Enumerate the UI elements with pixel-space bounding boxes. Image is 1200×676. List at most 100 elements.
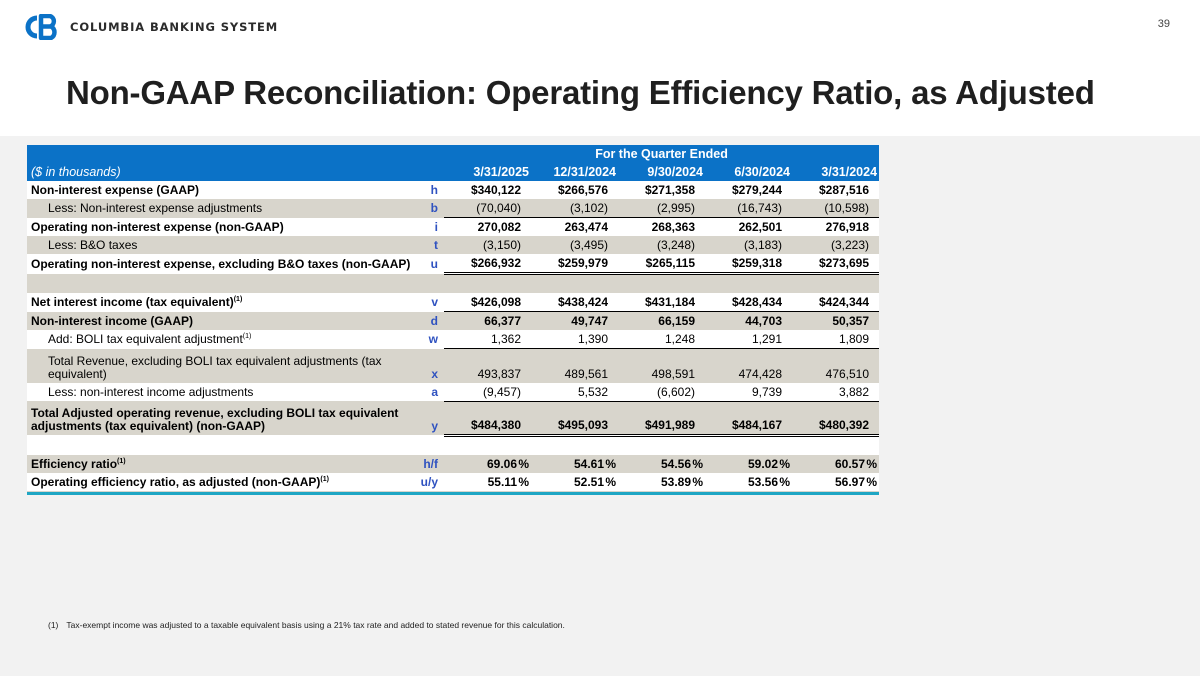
cell-number: $484,167 — [731, 417, 782, 432]
cell-value: (3,495) — [531, 236, 618, 254]
company-logo: COLUMBIA BANKING SYSTEM — [22, 14, 278, 40]
cell-value: $438,424 — [531, 293, 618, 312]
footnote-ref: (1) — [233, 296, 243, 304]
cell-number: $279,244 — [731, 183, 782, 197]
cell-number: 476,510 — [825, 366, 870, 381]
cell-value: $340,122 — [444, 181, 531, 199]
cell-value: $271,358 — [618, 181, 705, 199]
cell-value: (2,995) — [618, 199, 705, 218]
cell-number: $495,093 — [557, 417, 608, 432]
cell-number: 1,362 — [490, 332, 521, 346]
cell-value: 55.11% — [444, 472, 531, 491]
cell-number: 9,739 — [751, 384, 782, 399]
cell-number: 60.57 — [835, 456, 866, 471]
row-key: a — [407, 382, 444, 401]
row-key: t — [407, 236, 444, 254]
percent-sign: % — [779, 456, 790, 471]
cell-number: (2,995) — [656, 201, 695, 215]
cell-value: (6,602) — [618, 382, 705, 402]
row-label-text: Non-interest expense (GAAP) — [31, 183, 200, 197]
cell-value: $266,576 — [531, 181, 618, 199]
cell-value: (3,183) — [705, 236, 792, 254]
footnote-text: Tax-exempt income was adjusted to a taxa… — [66, 620, 565, 630]
cell-value: $426,098 — [444, 293, 531, 312]
row-key: x — [407, 348, 444, 383]
column-header: 12/31/2024 — [531, 163, 618, 181]
cell-number: 5,532 — [577, 384, 608, 399]
row-label: Less: Non-interest expense adjustments — [27, 199, 407, 218]
column-header: 6/30/2024 — [705, 163, 792, 181]
table-row: Non-interest income (GAAP) d 66,377 49,747 6… — [27, 311, 880, 330]
cell-value: $431,184 — [618, 293, 705, 312]
footnote-ref: (1) — [242, 333, 252, 341]
percent-sign: % — [605, 474, 616, 489]
units-label: ($ in thousands) — [27, 163, 407, 181]
row-key: u — [407, 254, 444, 274]
cell-number: $259,318 — [731, 256, 782, 270]
row-label-text: Operating non-interest expense (non-GAAP… — [31, 219, 284, 234]
cell-number: $266,932 — [470, 256, 521, 270]
cell-value: 5,532 — [531, 382, 618, 402]
cell-value: 270,082 — [444, 217, 531, 236]
cell-value: (10,598) — [792, 199, 880, 218]
cell-value: $480,392 — [792, 401, 880, 437]
cell-number: $424,344 — [818, 295, 870, 309]
cell-value: $265,115 — [618, 254, 705, 275]
column-header-row: ($ in thousands) 3/31/2025 12/31/2024 9/… — [27, 163, 880, 181]
row-key: h — [407, 181, 444, 199]
cell-value: $259,979 — [531, 254, 618, 275]
cell-number: 66,377 — [484, 314, 521, 328]
cell-value: $279,244 — [705, 181, 792, 199]
footnote: (1) Tax-exempt income was adjusted to a t… — [48, 620, 565, 630]
cell-number: 1,291 — [751, 332, 782, 346]
cell-value: (70,040) — [444, 199, 531, 218]
cell-number: 270,082 — [477, 220, 521, 234]
cell-number: $265,115 — [645, 256, 695, 270]
row-label-text: Net interest income (tax equivalent) — [31, 295, 234, 310]
cell-value: 476,510 — [792, 348, 880, 383]
row-label: Net interest income (tax equivalent)(1) — [27, 293, 407, 312]
cell-number: 50,357 — [832, 314, 870, 328]
row-label-text: Add: BOLI tax equivalent adjustment — [48, 332, 243, 347]
cell-number: (6,602) — [656, 384, 695, 399]
cell-value: (9,457) — [444, 382, 531, 402]
table-row: Operating non-interest expense (non-GAAP… — [27, 217, 880, 236]
company-name: COLUMBIA BANKING SYSTEM — [70, 20, 279, 34]
cell-value: $266,932 — [444, 254, 531, 275]
cell-value: $491,989 — [618, 401, 705, 437]
cell-value: 263,474 — [531, 217, 618, 236]
cell-number: 262,501 — [738, 220, 782, 234]
cell-number: $428,434 — [731, 295, 782, 309]
cell-value: 66,377 — [444, 311, 531, 330]
row-label: Less: non-interest income adjustments — [27, 382, 407, 401]
table-bottom-rule — [27, 490, 879, 495]
cell-number: $484,380 — [470, 417, 521, 432]
cell-number: $287,516 — [818, 183, 870, 197]
cell-value: $484,380 — [444, 401, 531, 437]
row-label: Operating efficiency ratio, as adjusted … — [27, 472, 407, 491]
cell-number: $426,098 — [470, 295, 521, 309]
cell-value: 53.56% — [705, 472, 792, 491]
row-key: w — [407, 330, 444, 349]
cell-value: 1,362 — [444, 330, 531, 349]
percent-sign: % — [518, 456, 529, 471]
row-label-text: Non-interest income (GAAP) — [31, 313, 194, 328]
row-label-text: Less: B&O taxes — [48, 238, 138, 252]
cell-number: 55.11 — [487, 474, 517, 489]
table-row: Efficiency ratio(1) h/f 69.06% 54.61% 54.56%… — [27, 454, 880, 473]
cell-number: (3,248) — [656, 238, 695, 252]
row-label: Add: BOLI tax equivalent adjustment(1) — [27, 330, 407, 349]
cell-value: 3,882 — [792, 382, 880, 402]
row-label-text: Operating efficiency ratio, as adjusted … — [31, 474, 321, 489]
period-header-row: For the Quarter Ended — [27, 145, 880, 163]
cell-number: $266,576 — [557, 183, 608, 197]
cell-number: 1,809 — [839, 332, 870, 346]
cell-number: (3,183) — [743, 238, 782, 252]
table-row: Total Revenue, excluding BOLI tax equiva… — [27, 348, 880, 383]
row-label: Operating non-interest expense (non-GAAP… — [27, 217, 407, 236]
cell-number: 263,474 — [564, 220, 608, 234]
period-header: For the Quarter Ended — [444, 145, 880, 163]
cell-value: 268,363 — [618, 217, 705, 236]
cell-number: $491,989 — [644, 417, 695, 432]
row-label-text: Less: non-interest income adjustments — [48, 384, 254, 399]
